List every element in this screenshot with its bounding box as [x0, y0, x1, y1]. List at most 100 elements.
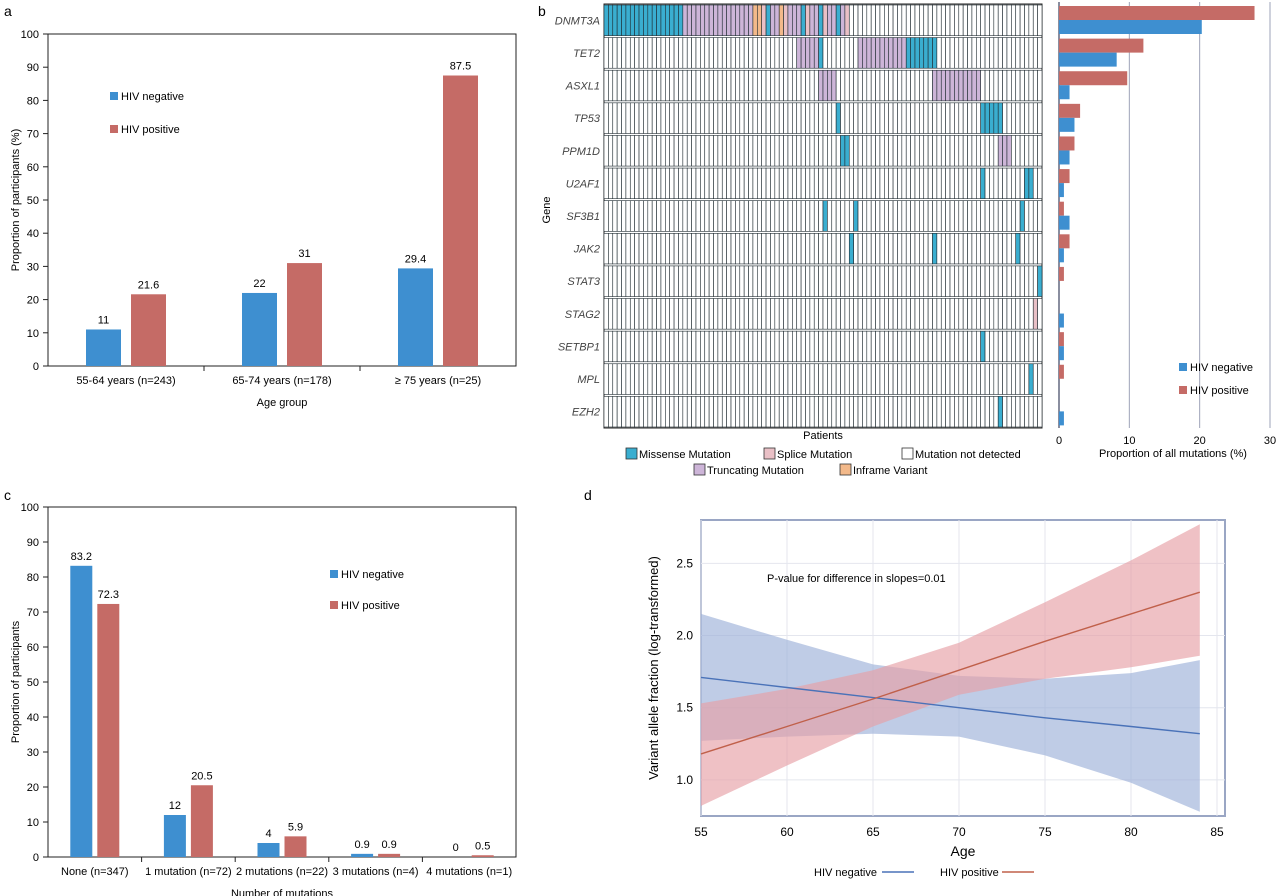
- heatmap-cell-tp53: [735, 102, 741, 134]
- heatmap-cell-mpl: [997, 363, 1003, 395]
- heatmap-cell-u2af1: [761, 167, 767, 199]
- gene-label: SETBP1: [558, 341, 600, 353]
- heatmap-cell-jak2: [612, 233, 618, 265]
- y-tick-label: 20: [27, 782, 39, 794]
- heatmap-cell-dnmt3a: [857, 4, 863, 36]
- bar-hiv-positive: [1059, 71, 1128, 86]
- heatmap-cell-stat3: [853, 265, 859, 297]
- heatmap-cell-jak2: [796, 233, 802, 265]
- heatmap-cell-asxl1: [910, 69, 916, 102]
- heatmap-cell-dnmt3a: [700, 4, 706, 36]
- heatmap-cell-u2af1: [739, 167, 745, 199]
- heatmap-cell-asxl1: [621, 69, 627, 102]
- heatmap-cell-sf3b1: [625, 200, 631, 232]
- heatmap-cell-dnmt3a: [805, 4, 811, 36]
- heatmap-cell-asxl1: [831, 69, 837, 102]
- heatmap-cell-tet2: [778, 37, 784, 69]
- heatmap-cell-dnmt3a: [643, 4, 649, 36]
- legend-label-hiv-negative: HIV negative: [341, 569, 404, 581]
- heatmap-cell-ppm1d: [892, 135, 898, 167]
- series-line-hiv-positive: [700, 591, 1201, 755]
- heatmap-cell-tp53: [1024, 102, 1030, 134]
- heatmap-cell-dnmt3a: [1019, 4, 1025, 36]
- data-label: 4: [265, 828, 271, 840]
- heatmap-cell-asxl1: [783, 69, 789, 102]
- heatmap-cell-tp53: [756, 102, 762, 134]
- heatmap-cell-dnmt3a: [717, 4, 723, 36]
- heatmap-cell-tet2: [700, 37, 706, 69]
- heatmap-cell-mpl: [888, 363, 894, 395]
- heatmap-cell-u2af1: [936, 167, 942, 199]
- heatmap-cell-dnmt3a: [660, 4, 666, 36]
- heatmap-cell-ppm1d: [927, 135, 933, 167]
- heatmap-cell-jak2: [656, 233, 662, 265]
- heatmap-cell-tp53: [980, 102, 986, 134]
- heatmap-cell-u2af1: [704, 167, 710, 199]
- heatmap-cell-stag2: [1024, 298, 1030, 330]
- legend-swatch-not-detected: [901, 447, 914, 460]
- heatmap-cell-setbp1: [792, 330, 798, 363]
- heatmap-cell-asxl1: [726, 69, 732, 102]
- heatmap-cell-stat3: [713, 265, 719, 297]
- bar-hiv-positive: [1059, 103, 1081, 118]
- heatmap-cell-stag2: [884, 298, 890, 330]
- panel-d-line-chart: 55 60 65 70 75 80 85 1.0 1.5 2.0 2.5 P-value for di…: [646, 519, 1226, 879]
- heatmap-cell-stag2: [892, 298, 898, 330]
- heatmap-cell-ppm1d: [739, 135, 745, 167]
- heatmap-cell-setbp1: [892, 330, 898, 363]
- heatmap-cell-tp53: [975, 102, 981, 134]
- heatmap-cell-dnmt3a: [669, 4, 675, 36]
- heatmap-cell-jak2: [686, 233, 692, 265]
- heatmap-cell-ppm1d: [866, 135, 872, 167]
- heatmap-cell-sf3b1: [905, 200, 911, 232]
- heatmap-cell-u2af1: [840, 167, 846, 199]
- heatmap-cell-jak2: [660, 233, 666, 265]
- heatmap-cell-stat3: [621, 265, 627, 297]
- heatmap-cell-asxl1: [949, 69, 955, 102]
- heatmap-cell-jak2: [665, 233, 671, 265]
- heatmap-cell-tet2: [651, 37, 657, 69]
- heatmap-cell-ezh2: [616, 396, 622, 428]
- heatmap-cell-tet2: [822, 37, 828, 69]
- heatmap-cell-tet2: [1019, 37, 1025, 69]
- heatmap-cell-tp53: [656, 102, 662, 134]
- heatmap-cell-sf3b1: [840, 200, 846, 232]
- data-label: 0.9: [381, 839, 396, 851]
- heatmap-cell-mpl: [730, 363, 736, 395]
- heatmap-cell-stat3: [809, 265, 815, 297]
- heatmap-cell-jak2: [1032, 233, 1038, 265]
- gene-label: TP53: [574, 113, 601, 125]
- heatmap-cell-mpl: [971, 363, 977, 395]
- heatmap-cell-tet2: [971, 37, 977, 69]
- heatmap-cell-stat3: [1024, 265, 1030, 297]
- heatmap-cell-setbp1: [862, 330, 868, 363]
- heatmap-cell-jak2: [730, 233, 736, 265]
- heatmap-cell-mpl: [713, 363, 719, 395]
- heatmap-cell-asxl1: [897, 69, 903, 102]
- heatmap-cell-asxl1: [774, 69, 780, 102]
- heatmap-cell-stag2: [647, 298, 653, 330]
- heatmap-cell-stat3: [989, 265, 995, 297]
- heatmap-cell-ppm1d: [905, 135, 911, 167]
- heatmap-cell-ppm1d: [936, 135, 942, 167]
- heatmap-cell-setbp1: [822, 330, 828, 363]
- x-tick-label: 10: [1123, 435, 1135, 447]
- heatmap-cell-sf3b1: [638, 200, 644, 232]
- heatmap-cell-stat3: [638, 265, 644, 297]
- heatmap-cell-sf3b1: [1032, 200, 1038, 232]
- heatmap-cell-ezh2: [989, 396, 995, 428]
- heatmap-cell-setbp1: [735, 330, 741, 363]
- heatmap-cell-stag2: [897, 298, 903, 330]
- heatmap-cell-ppm1d: [629, 135, 635, 167]
- heatmap-cell-ezh2: [608, 396, 614, 428]
- heatmap-cell-dnmt3a: [621, 4, 627, 36]
- heatmap-cell-sf3b1: [870, 200, 876, 232]
- bar-hiv-negative: [1059, 20, 1202, 34]
- heatmap-cell-stat3: [844, 265, 850, 297]
- heatmap-cell-stat3: [840, 265, 846, 297]
- heatmap-cell-ezh2: [884, 396, 890, 428]
- heatmap-cell-tp53: [629, 102, 635, 134]
- bar-hiv-positive: [1059, 38, 1144, 53]
- heatmap-cell-stat3: [848, 265, 854, 297]
- heatmap-cell-setbp1: [660, 330, 666, 363]
